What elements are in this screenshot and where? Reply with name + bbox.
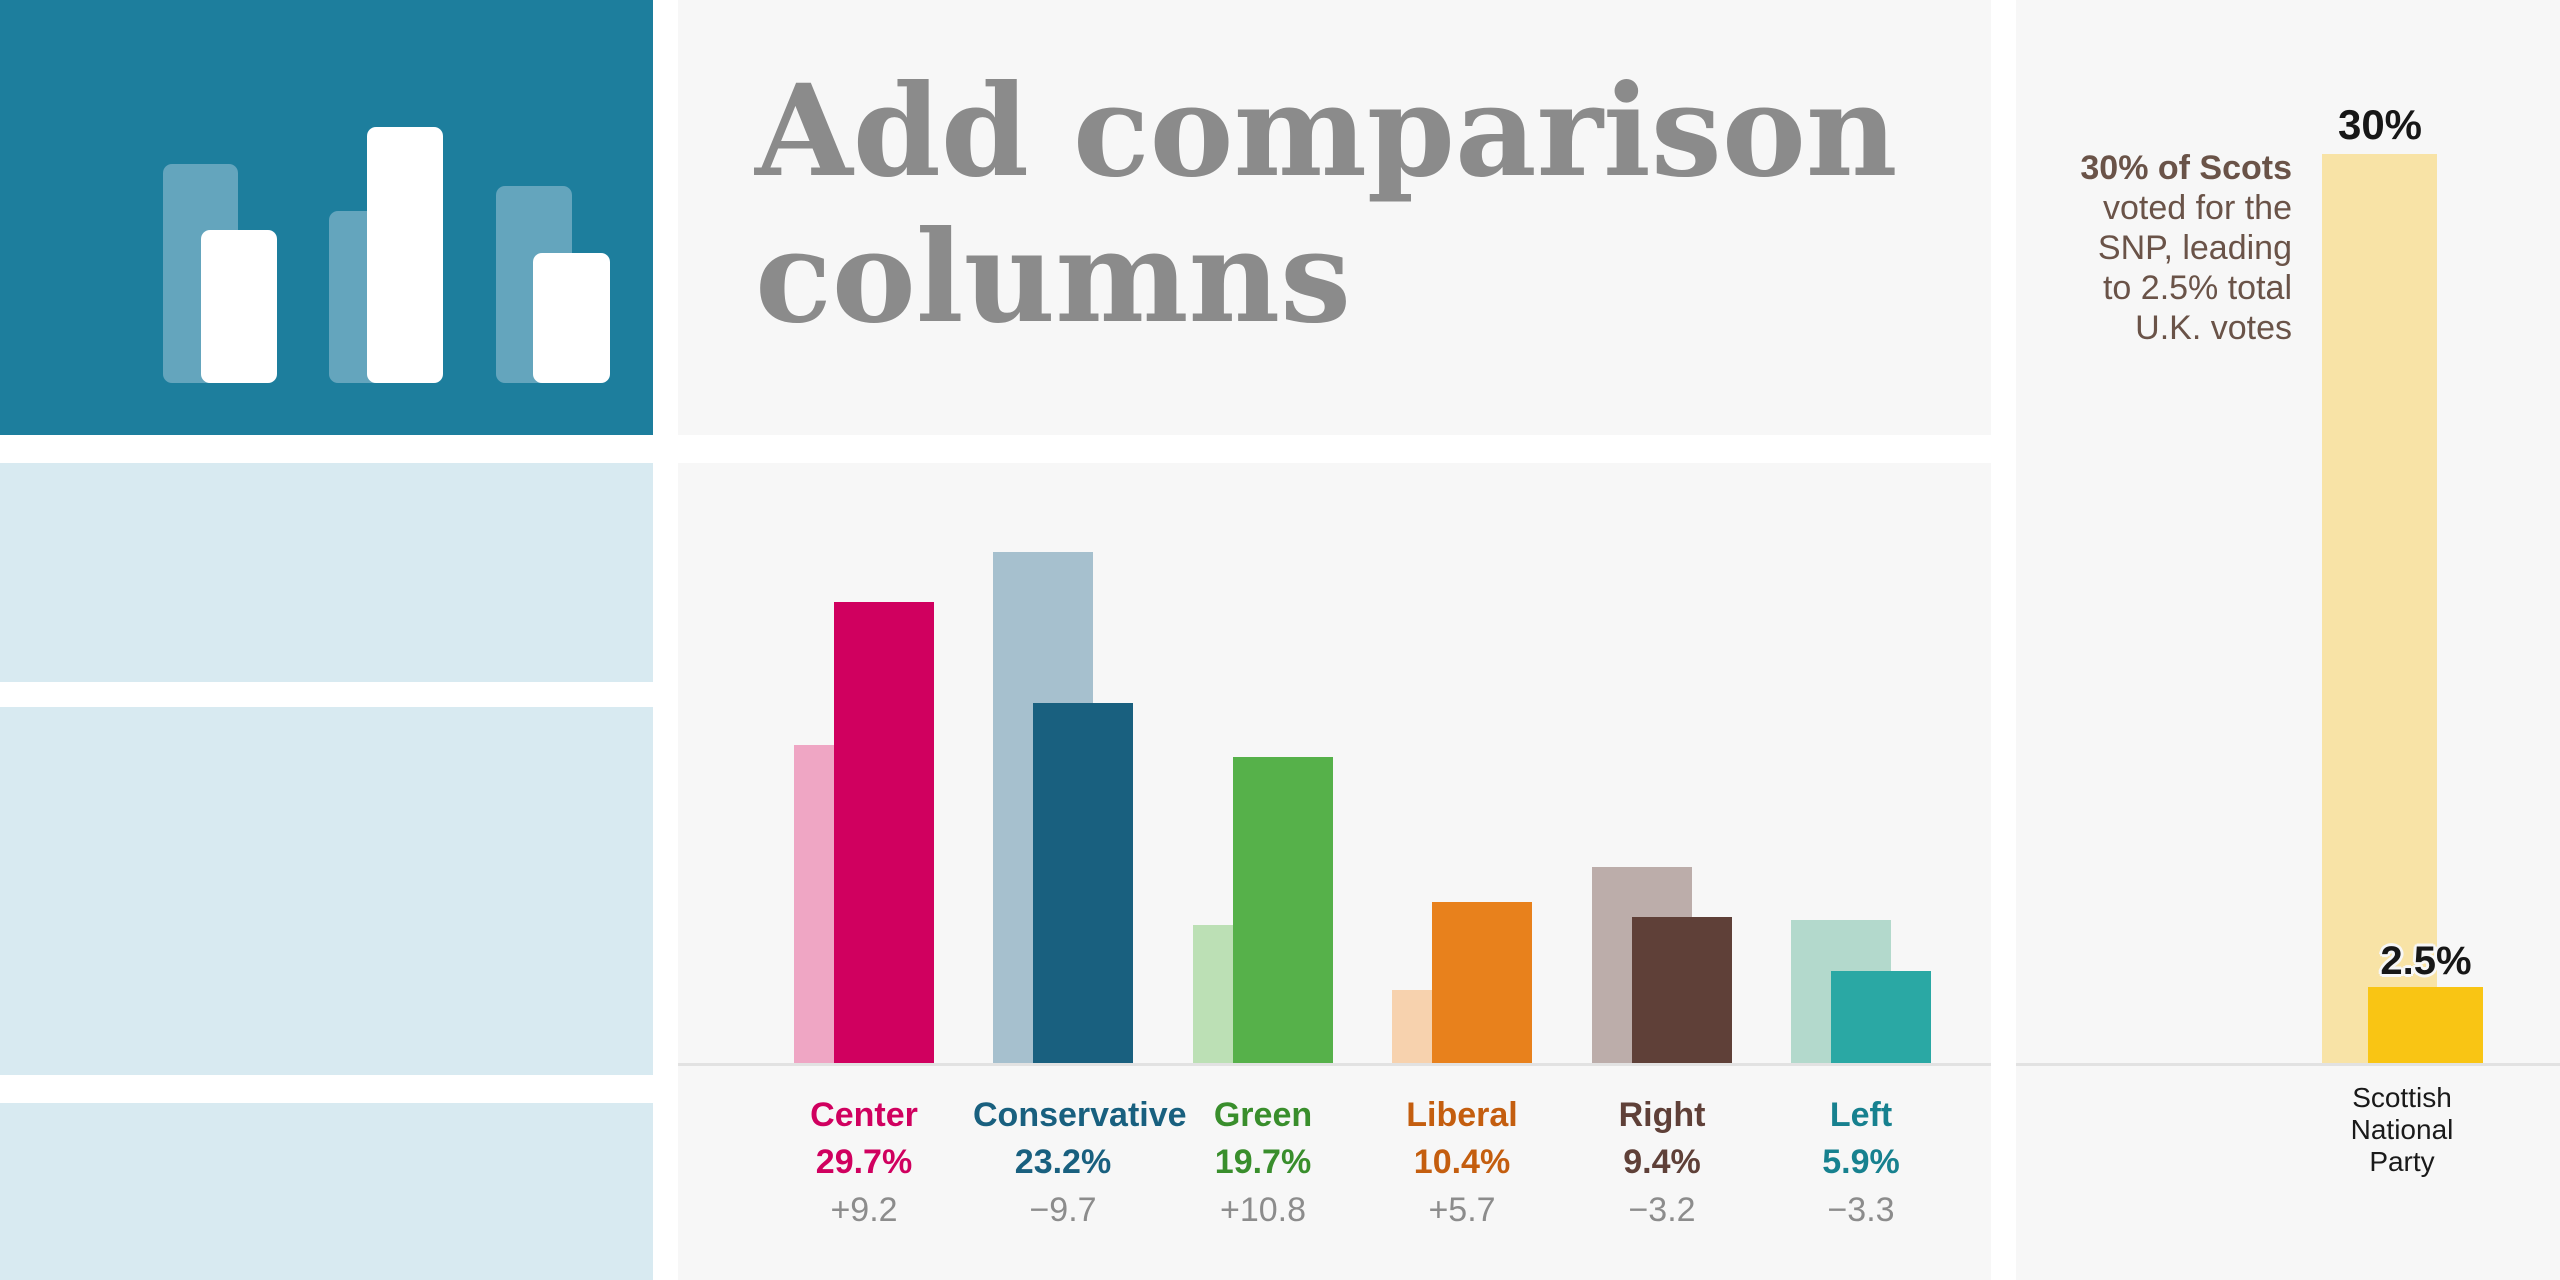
bar-chart-icon-white-bar	[367, 127, 443, 383]
x-axis-line	[2016, 1063, 2560, 1066]
annotation-line: SNP, leading	[2097, 229, 2292, 267]
x-axis-line	[678, 1063, 1991, 1066]
category-name: Left	[1829, 1096, 1893, 1134]
x-tick-label-line: Party	[2369, 1146, 2435, 1177]
comparison-panel: Comparison	[0, 463, 653, 1064]
annotation-line: voted for the	[2102, 189, 2292, 227]
category-value: 9.4%	[1623, 1143, 1701, 1181]
bar-value-label: 30%	[2337, 101, 2423, 148]
logo-box	[0, 0, 653, 435]
value-bar	[2368, 987, 2483, 1063]
show-differences-panel: Show differences	[0, 1103, 653, 1280]
page-title-line: columns	[755, 203, 1352, 351]
party-comparison-chart: Center 29.7% +9.2 Conservative 23.2% −9.7 Gree…	[678, 463, 1991, 1280]
category-diff: +9.2	[830, 1191, 898, 1229]
category-value: 10.4%	[1413, 1143, 1511, 1181]
category-name: Green	[1213, 1096, 1313, 1134]
page-title-line: Add comparison	[755, 57, 1898, 205]
x-tick-label-line: Scottish	[2352, 1082, 2452, 1113]
category-diff: −3.2	[1628, 1191, 1696, 1229]
value-bar	[1233, 757, 1333, 1063]
category-diff: −9.7	[1029, 1191, 1097, 1229]
category-label: Left 5.9% −3.3	[1771, 1092, 1951, 1234]
comparison-bar	[2322, 154, 2437, 1063]
chart-annotation: 30% of Scots voted for the SNP, leading to …	[1952, 148, 2292, 348]
value-bar	[834, 602, 934, 1063]
category-value: 23.2%	[1014, 1143, 1112, 1181]
value-bar	[1432, 902, 1532, 1063]
title-block: Add comparison columns	[678, 0, 1991, 435]
category-name: Liberal	[1406, 1096, 1518, 1134]
category-name: Right	[1618, 1096, 1706, 1134]
value-bar	[1033, 703, 1133, 1063]
value-bar	[1831, 971, 1931, 1063]
category-label: Center 29.7% +9.2	[774, 1092, 954, 1234]
category-diff: −3.3	[1827, 1191, 1895, 1229]
category-name: Conservative	[973, 1096, 1187, 1134]
page-title: Add comparison columns	[755, 58, 1898, 350]
annotation-line: U.K. votes	[2135, 309, 2292, 347]
select-column-panel: Select column Results 2021	[0, 707, 653, 1075]
category-label: Conservative 23.2% −9.7	[973, 1092, 1187, 1234]
value-bar	[1632, 917, 1732, 1063]
category-value: 19.7%	[1214, 1143, 1312, 1181]
category-diff: +5.7	[1428, 1191, 1496, 1229]
x-tick-label: Scottish National Party	[2252, 1082, 2552, 1178]
x-tick-label-line: National	[2350, 1114, 2454, 1145]
category-label: Right 9.4% −3.2	[1572, 1092, 1752, 1234]
bar-value-label: 2.5%	[2380, 939, 2472, 983]
bar-chart-icon-white-bar	[201, 230, 277, 383]
annotation-line: 30% of Scots	[2080, 149, 2292, 187]
bar-chart-icon-white-bar	[533, 253, 610, 383]
category-name: Center	[810, 1096, 918, 1134]
category-diff: +10.8	[1219, 1191, 1307, 1229]
annotation-line: to 2.5% total	[2102, 269, 2292, 307]
category-label: Green 19.7% +10.8	[1173, 1092, 1353, 1234]
snp-chart: 30% 2.5% 30% of Scots voted for the SNP, lea…	[2016, 0, 2560, 1280]
category-value: 5.9%	[1822, 1143, 1900, 1181]
category-value: 29.7%	[815, 1143, 913, 1181]
category-label: Liberal 10.4% +5.7	[1372, 1092, 1552, 1234]
